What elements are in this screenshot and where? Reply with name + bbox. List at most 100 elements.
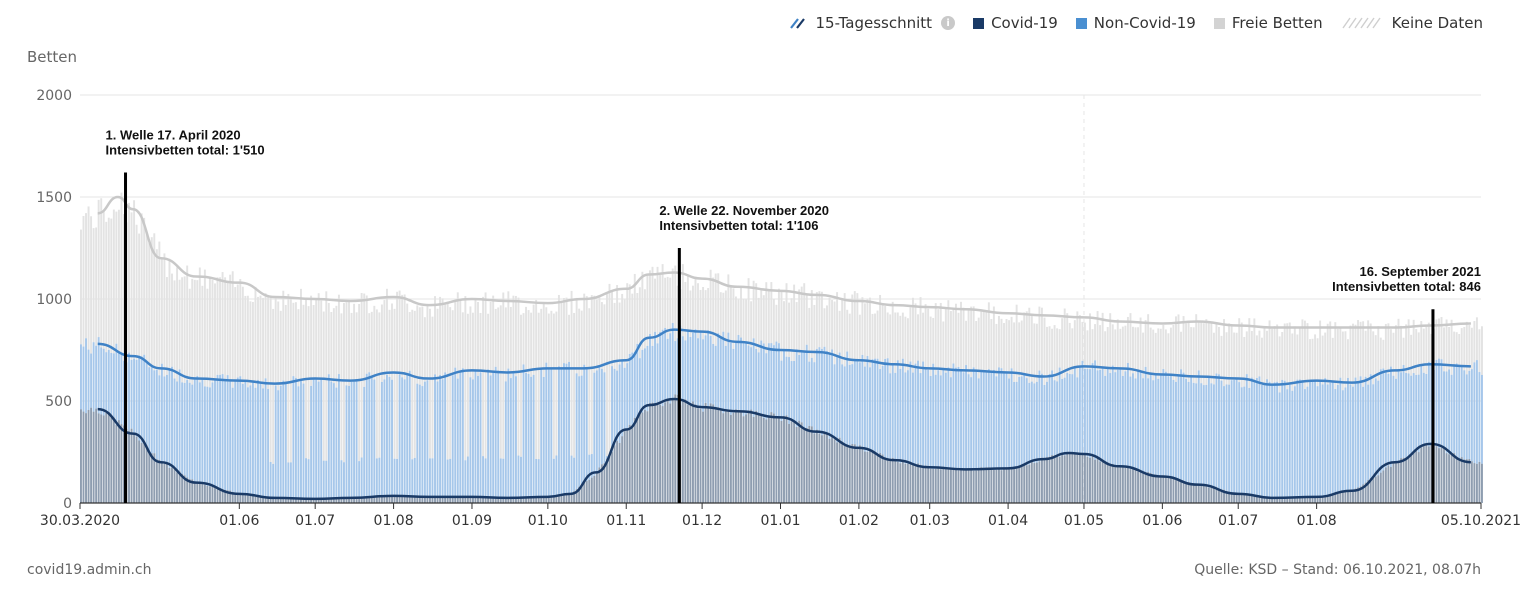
free-beds-bar — [1450, 319, 1453, 375]
noncovid-bar — [449, 458, 452, 498]
free-beds-bar — [355, 312, 358, 380]
free-beds-bar — [1207, 321, 1210, 377]
covid-bar — [828, 438, 831, 503]
free-beds-bar — [163, 253, 166, 377]
covid-bar — [428, 497, 431, 503]
free-beds-bar — [818, 291, 821, 348]
legend-item-average[interactable]: 15-Tagesschnitt i — [789, 14, 956, 32]
free-beds-bar — [997, 315, 1000, 368]
noncovid-bar — [385, 374, 388, 497]
noncovid-bar — [1132, 373, 1134, 470]
noncovid-bar — [727, 332, 730, 410]
noncovid-bar — [1129, 376, 1132, 470]
covid-bar — [396, 495, 399, 503]
covid-bar — [122, 425, 125, 503]
noncovid-bar — [272, 463, 275, 498]
noncovid-bar — [1051, 370, 1054, 456]
covid-bar — [1324, 495, 1327, 503]
x-tick-label: 01.01 — [760, 513, 800, 529]
free-beds-bar — [676, 285, 679, 339]
covid-bar — [1455, 456, 1458, 503]
free-beds-bar — [198, 267, 201, 383]
free-beds-bar — [1137, 327, 1140, 370]
covid-bar — [1303, 497, 1306, 503]
noncovid-bar — [1217, 374, 1220, 490]
noncovid-bar — [691, 332, 694, 402]
footer-source-left[interactable]: covid19.admin.ch — [27, 562, 152, 578]
legend-item-free[interactable]: Freie Betten — [1213, 14, 1323, 32]
hatch-pattern-icon — [1342, 17, 1381, 29]
free-beds-bar — [155, 249, 158, 370]
noncovid-line — [97, 328, 1471, 386]
free-beds-bar — [843, 293, 846, 367]
free-beds-bar — [1296, 334, 1299, 380]
free-beds-bar — [785, 283, 788, 357]
covid-bar — [1230, 492, 1233, 503]
noncovid-bar — [555, 455, 558, 496]
covid-bar — [325, 498, 328, 503]
free-beds-bar — [919, 297, 922, 374]
covid-bar — [664, 402, 667, 503]
free-beds-bar — [287, 293, 290, 463]
legend-item-noncovid[interactable]: Non-Covid-19 — [1075, 14, 1196, 32]
covid-bar — [1015, 468, 1018, 503]
noncovid-bar — [656, 343, 659, 403]
x-tick-label: 01.06 — [219, 513, 259, 529]
noncovid-bar — [1415, 374, 1418, 451]
noncovid-bar — [1266, 379, 1268, 497]
noncovid-bar — [408, 370, 411, 497]
free-beds-bar — [1223, 319, 1225, 387]
covid-bar — [198, 482, 201, 503]
noncovid-bar — [952, 363, 955, 468]
covid-bar — [527, 497, 530, 503]
noncovid-bar — [795, 349, 798, 428]
free-beds-bar — [982, 311, 985, 371]
noncovid-bar — [163, 376, 166, 464]
free-beds-bar — [1250, 330, 1253, 378]
free-beds-bar — [1073, 320, 1076, 367]
free-beds-bar — [654, 278, 656, 332]
covid-bar — [694, 404, 697, 503]
free-beds-bar — [1172, 324, 1175, 380]
legend-item-covid[interactable]: Covid-19 — [973, 14, 1058, 32]
free-beds-bar — [100, 198, 103, 348]
noncovid-bar — [1374, 378, 1377, 477]
legend-item-nodata[interactable]: Keine Daten — [1341, 14, 1483, 32]
free-beds-bar — [1089, 313, 1091, 370]
noncovid-bar — [767, 343, 770, 416]
free-beds-bar — [1233, 332, 1236, 380]
free-beds-bar — [1372, 331, 1375, 385]
noncovid-bar — [85, 338, 87, 414]
covid-bar — [942, 466, 945, 503]
free-beds-bar — [942, 321, 945, 368]
covid-bar — [1076, 454, 1079, 503]
free-beds-bar — [1048, 326, 1051, 375]
covid-bar — [949, 468, 952, 503]
free-beds-bar — [1374, 335, 1377, 379]
covid-bar — [216, 488, 219, 503]
noncovid-bar — [734, 342, 737, 410]
free-beds-bar — [219, 277, 222, 375]
covid-bar — [795, 427, 798, 503]
covid-bar — [1384, 467, 1387, 503]
free-beds-bar — [1159, 328, 1162, 375]
free-beds-bar — [92, 228, 95, 343]
noncovid-bar — [942, 367, 945, 467]
covid-bar — [1126, 466, 1129, 503]
covid-bar — [345, 498, 348, 503]
free-beds-bar — [866, 298, 869, 357]
free-beds-bar — [621, 293, 624, 361]
free-beds-bar — [1116, 319, 1119, 370]
noncovid-bar — [1359, 376, 1362, 487]
free-beds-bar — [704, 290, 707, 336]
covid-bar — [332, 498, 335, 503]
free-beds-bar — [1180, 331, 1182, 370]
covid-bar — [1374, 476, 1377, 503]
free-beds-bar — [1364, 330, 1367, 377]
covid-bar — [1276, 497, 1279, 503]
free-beds-bar — [492, 295, 495, 372]
info-icon[interactable]: i — [941, 16, 956, 30]
noncovid-bar — [719, 337, 722, 411]
covid-bar — [1147, 472, 1150, 503]
free-beds-bar — [117, 209, 120, 353]
